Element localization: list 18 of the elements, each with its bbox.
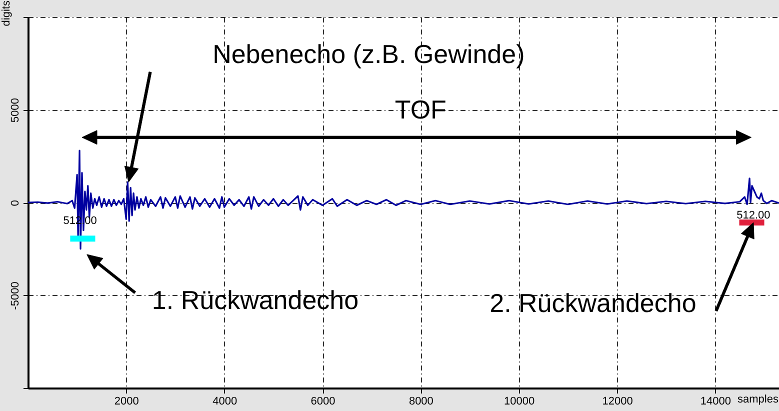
y-axis-title: digits: [0, 0, 12, 26]
x-tick-label: 10000: [504, 396, 535, 408]
y-tick-label: -5000: [10, 282, 22, 310]
annotation: 2. Rückwandecho: [490, 288, 696, 318]
x-tick-label: 2000: [114, 396, 139, 408]
annotation: TOF: [394, 94, 446, 124]
line-series: [27, 150, 779, 250]
x-axis-title: samples: [738, 394, 779, 406]
y-tick-label: 0: [10, 200, 22, 206]
annotation: 1. Rückwandecho: [152, 284, 359, 315]
annotation: Nebenecho (z.B. Gewinde): [212, 39, 525, 70]
annotation: 512.00: [736, 209, 770, 222]
x-tick-label: 12000: [602, 396, 633, 408]
x-tick-label: 4000: [212, 396, 238, 408]
y-tick-label: 5000: [10, 98, 22, 122]
x-tick-label: 14000: [700, 396, 731, 408]
x-tick-label: 8000: [408, 396, 434, 408]
x-tick-label: 6000: [310, 396, 336, 408]
